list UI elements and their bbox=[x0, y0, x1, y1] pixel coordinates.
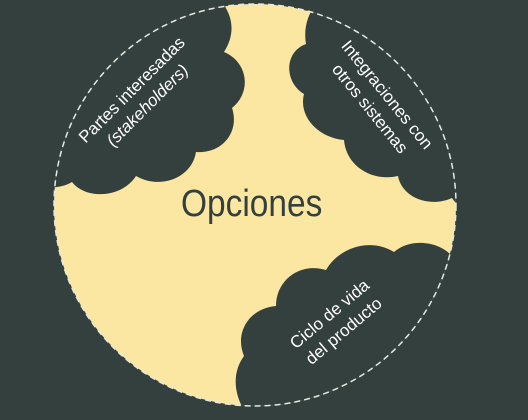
dashed-circle-outline bbox=[53, 3, 457, 407]
integraciones-cloud bbox=[289, 4, 456, 220]
center-label: Opciones bbox=[181, 182, 322, 224]
